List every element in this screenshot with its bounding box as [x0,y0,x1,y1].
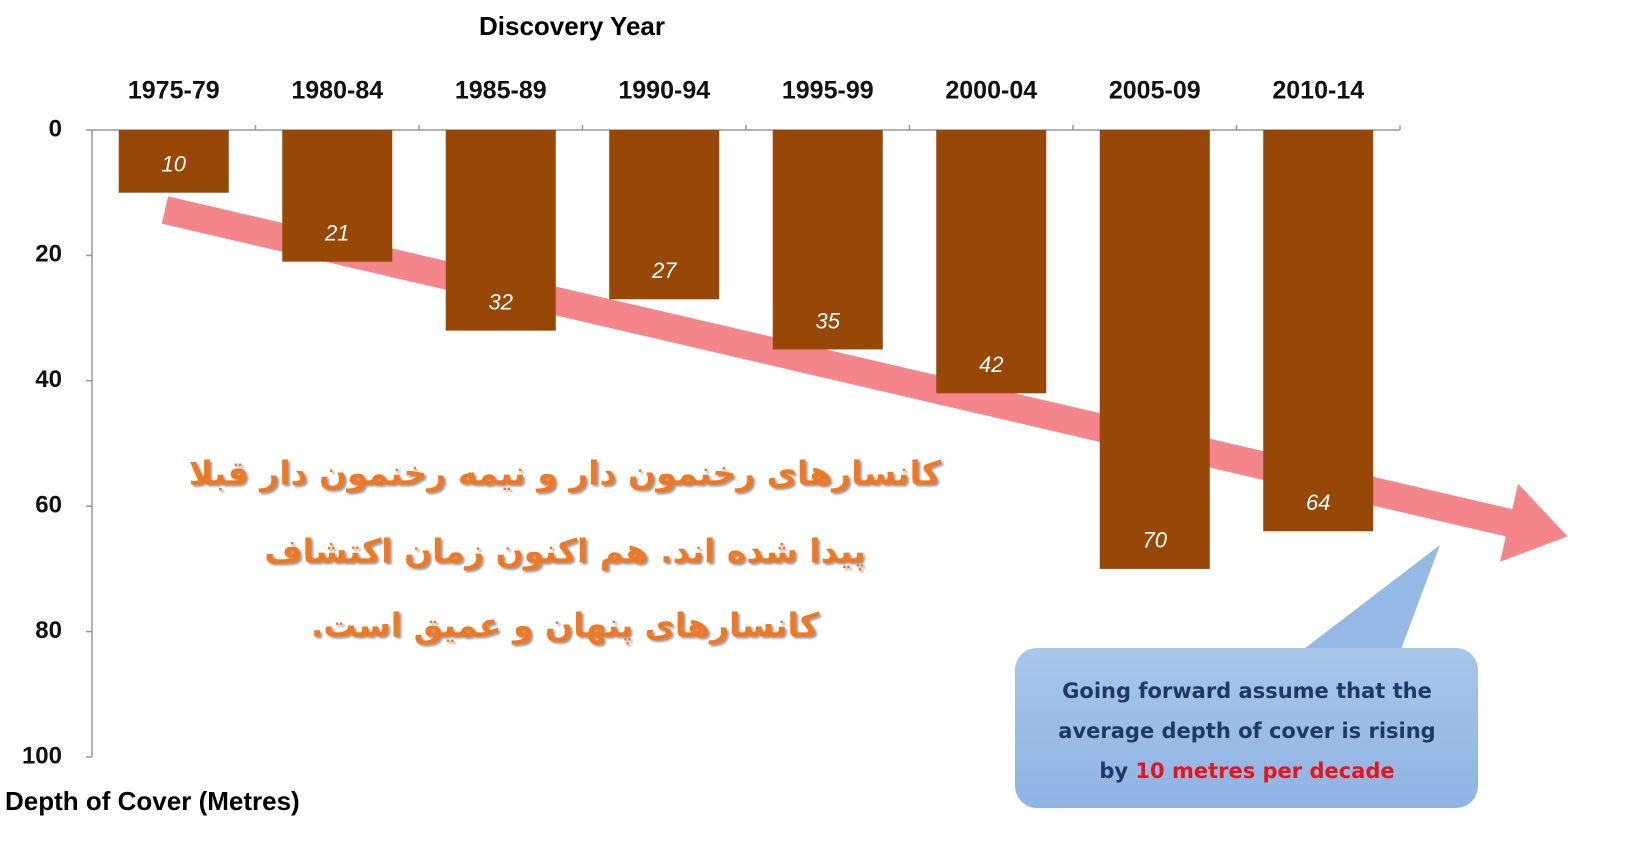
callout-text: average depth of cover is rising [1058,719,1435,743]
bar [1099,130,1210,569]
y-tick-label: 80 [35,617,62,644]
value-label: 27 [651,258,677,283]
y-tick-label: 0 [49,115,62,142]
x-tick-label: 1980-84 [291,77,383,105]
x-tick-label: 1995-99 [782,77,874,105]
callout-text: Going forward assume that the [1062,679,1432,703]
value-label: 35 [816,308,841,333]
value-label: 42 [979,352,1003,377]
value-label: 10 [162,152,187,177]
x-tick-label: 1985-89 [455,77,547,105]
annotation: پیدا شده اند. هم اکنون زمان اکتشاف [264,532,865,572]
value-label: 64 [1306,490,1330,515]
callout-text: by 10 metres per decade [1099,759,1394,783]
bar [936,130,1047,394]
y-tick-label: 60 [35,492,62,519]
y-tick-label: 20 [35,241,62,268]
value-label: 70 [1143,528,1168,553]
value-label: 21 [324,220,349,245]
callout-gap [1128,759,1135,783]
bar [118,130,229,193]
x-tick-label: 1975-79 [128,77,220,105]
callout-prefix: by [1099,759,1128,783]
annotation: کانسارهای پنهان و عمیق است. [311,606,820,646]
x-tick-label: 2005-09 [1109,77,1201,105]
chart-title: Discovery Year [479,11,665,41]
callout-highlight: 10 metres per decade [1135,759,1394,783]
bar [445,130,556,331]
bar [282,130,393,262]
callout: Going forward assume that the average dep… [1015,545,1478,808]
bar [772,130,883,350]
x-tick-label: 2010-14 [1272,77,1364,105]
x-tick-label: 2000-04 [945,77,1037,105]
bar [1263,130,1374,532]
y-tick-label: 40 [35,366,62,393]
bar [609,130,720,300]
x-tick-label: 1990-94 [618,77,710,105]
value-label: 32 [489,289,513,314]
y-tick-label: 100 [22,742,62,769]
y-axis-label: Depth of Cover (Metres) [5,786,300,816]
annotation: کانسارهای رخنمون دار و نیمه رخنمون دار ق… [189,454,942,494]
